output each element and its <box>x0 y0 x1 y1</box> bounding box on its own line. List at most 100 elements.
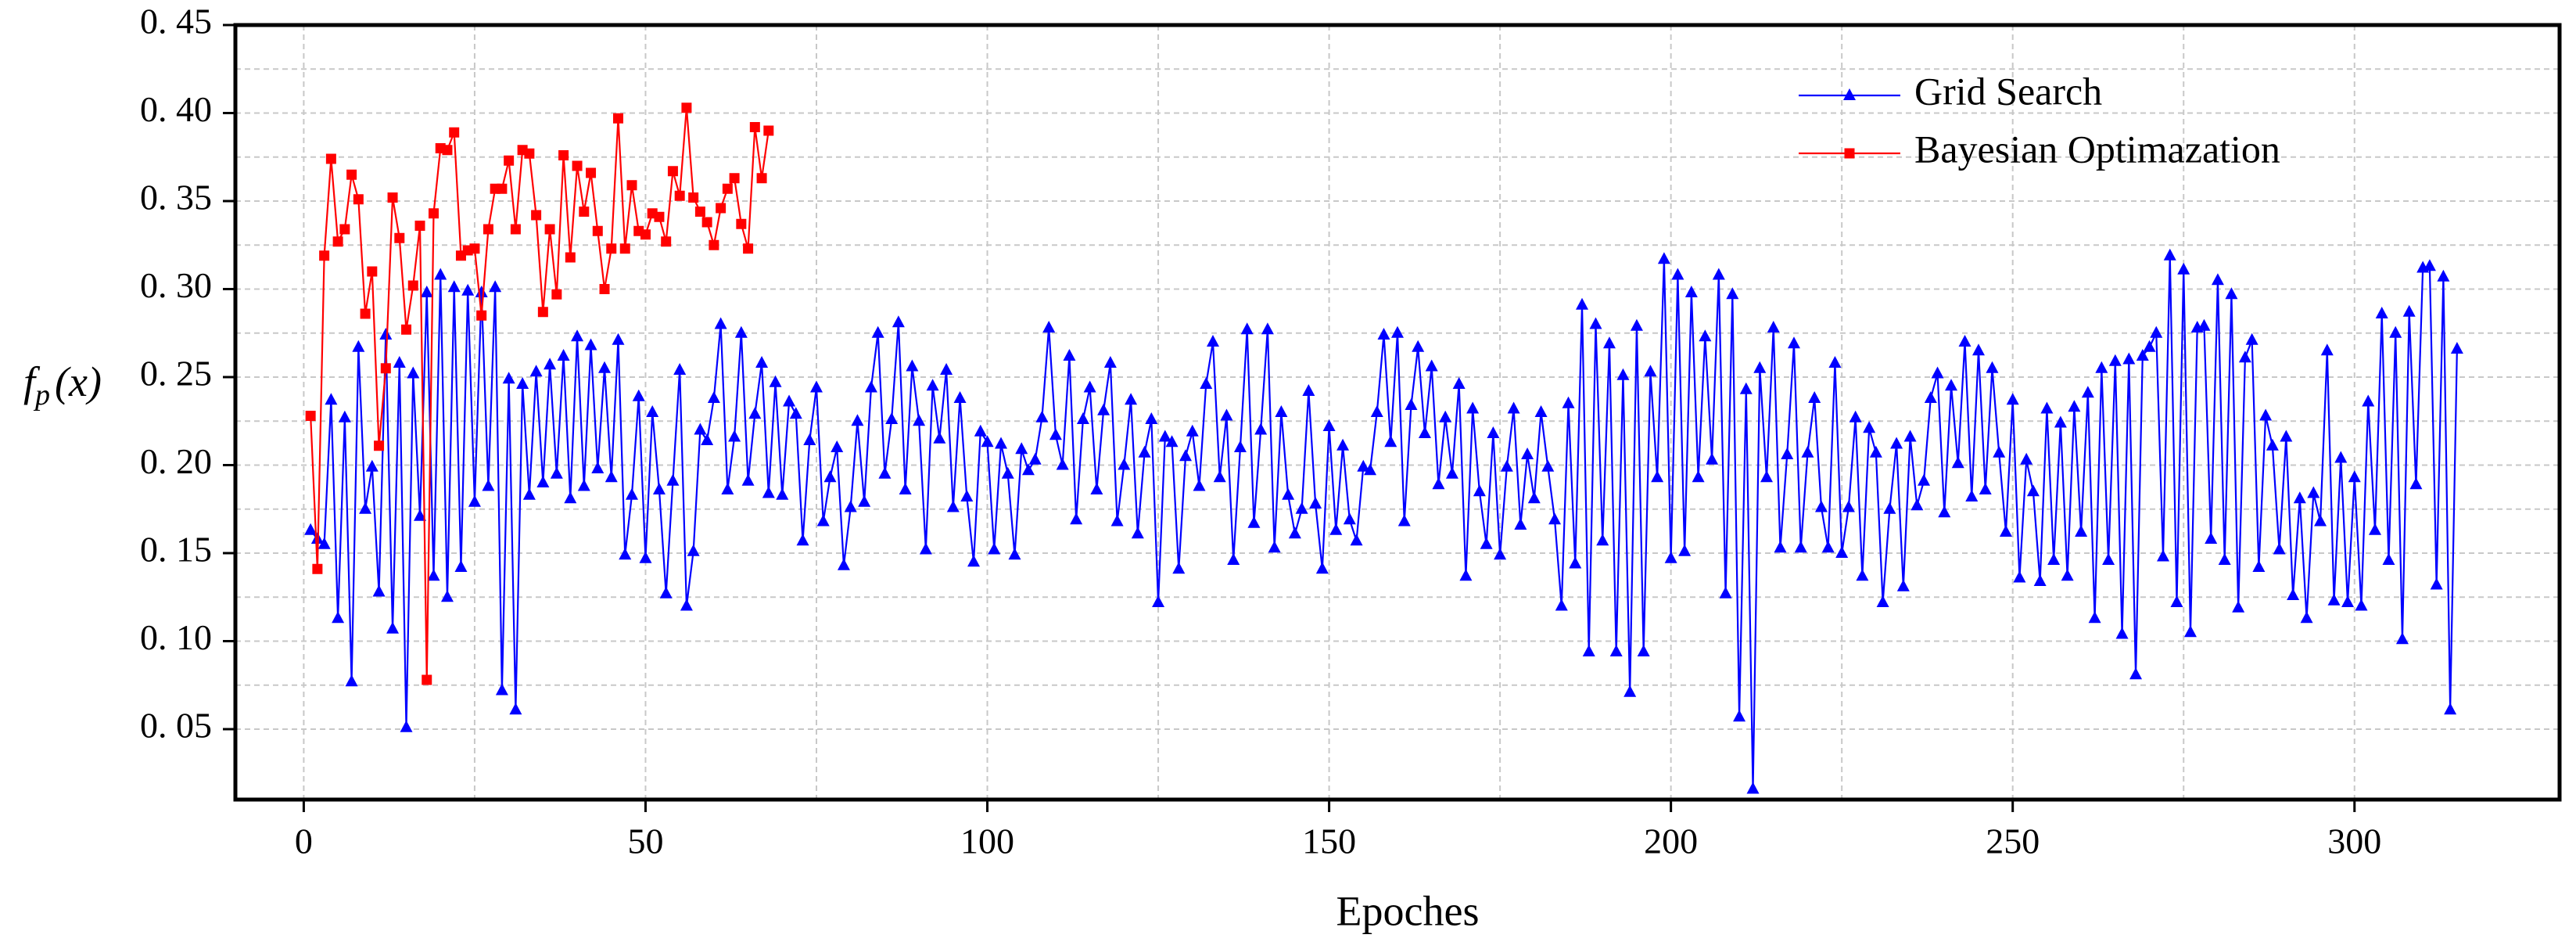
square-marker <box>422 674 432 685</box>
triangle-marker <box>1637 645 1650 656</box>
triangle-marker <box>2061 569 2074 581</box>
triangle-marker <box>1158 430 1171 442</box>
triangle-marker <box>1350 534 1363 546</box>
square-marker <box>442 145 453 156</box>
triangle-marker <box>2183 625 2197 638</box>
y-label-rest: (x) <box>55 358 102 405</box>
triangle-marker <box>1521 448 1534 459</box>
triangle-marker <box>1384 435 1397 448</box>
triangle-marker <box>536 476 550 487</box>
triangle-marker <box>1233 440 1247 452</box>
triangle-marker <box>1657 252 1670 264</box>
triangle-marker <box>1001 466 1014 479</box>
triangle-marker <box>1206 335 1219 347</box>
triangle-marker <box>2444 703 2457 715</box>
square-marker <box>743 243 754 254</box>
triangle-marker <box>864 380 877 393</box>
triangle-marker <box>1145 412 1158 424</box>
square-marker <box>537 307 548 318</box>
triangle-marker <box>1616 368 1630 380</box>
y-tick-label: 0. 10 <box>140 617 212 657</box>
triangle-marker <box>1186 424 1199 437</box>
triangle-marker <box>564 491 577 504</box>
square-marker <box>476 310 487 321</box>
triangle-marker <box>1931 366 1944 379</box>
square-marker <box>565 252 576 263</box>
triangle-marker <box>1903 430 1917 442</box>
triangle-marker <box>1035 410 1049 422</box>
triangle-marker <box>1125 393 1138 405</box>
square-marker <box>722 183 733 194</box>
triangle-marker <box>372 584 386 597</box>
triangle-marker <box>1309 497 1322 509</box>
triangle-marker <box>2122 352 2136 365</box>
triangle-marker <box>1706 452 1719 465</box>
triangle-marker <box>1938 505 1951 518</box>
triangle-marker <box>325 393 338 405</box>
square-marker <box>701 217 712 228</box>
triangle-marker <box>680 599 693 611</box>
triangle-marker <box>338 410 351 422</box>
square-marker <box>312 563 323 574</box>
triangle-marker <box>2307 486 2320 498</box>
triangle-marker <box>851 414 864 426</box>
triangle-marker <box>2423 259 2436 271</box>
triangle-marker <box>393 356 406 368</box>
triangle-marker <box>1021 463 1035 476</box>
triangle-marker <box>1555 599 1568 611</box>
square-marker <box>1844 148 1855 159</box>
triangle-marker <box>1213 470 1226 483</box>
triangle-marker <box>1801 445 1814 458</box>
square-marker <box>346 169 357 180</box>
square-marker <box>661 236 672 247</box>
triangle-marker <box>434 268 447 280</box>
y-label-sub: p <box>33 379 50 412</box>
square-marker <box>510 224 521 235</box>
triangle-marker <box>332 611 345 624</box>
triangle-marker <box>2197 318 2211 331</box>
triangle-marker <box>1582 645 1595 656</box>
triangle-marker <box>379 328 393 340</box>
square-marker <box>551 289 562 300</box>
triangle-marker <box>823 470 837 483</box>
triangle-marker <box>1760 470 1774 483</box>
triangle-marker <box>1794 541 1807 553</box>
triangle-marker <box>707 391 720 403</box>
triangle-marker <box>762 486 775 498</box>
triangle-marker <box>1876 595 1889 607</box>
triangle-marker <box>1602 336 1616 349</box>
triangle-marker <box>1364 463 1377 476</box>
x-tick-label: 0 <box>295 821 313 861</box>
triangle-marker <box>926 379 939 391</box>
square-marker <box>428 208 439 219</box>
square-marker <box>325 153 336 164</box>
triangle-marker <box>1090 483 1103 494</box>
triangle-marker <box>1671 268 1684 280</box>
triangle-marker <box>2102 553 2115 565</box>
triangle-marker <box>1494 548 1507 560</box>
triangle-marker <box>447 280 461 293</box>
triangle-marker <box>1562 396 1575 408</box>
triangle-marker <box>1466 401 1480 414</box>
triangle-marker <box>1514 518 1527 530</box>
triangle-marker <box>1548 512 1562 525</box>
triangle-marker <box>2300 611 2313 624</box>
triangle-marker <box>1692 470 1705 483</box>
triangle-marker <box>2232 600 2245 613</box>
triangle-marker <box>1179 449 1193 462</box>
triangle-marker <box>1828 356 1842 368</box>
triangle-marker <box>1377 328 1390 340</box>
x-tick-label: 200 <box>1644 821 1698 861</box>
triangle-marker <box>816 514 830 527</box>
square-marker <box>339 224 350 235</box>
triangle-marker <box>407 366 420 379</box>
triangle-marker <box>2382 553 2395 565</box>
legend-label: Grid Search <box>1914 69 2102 113</box>
triangle-marker <box>468 494 481 507</box>
y-tick-label: 0. 30 <box>140 265 212 305</box>
triangle-marker <box>359 501 372 514</box>
triangle-marker <box>1630 318 1643 331</box>
triangle-marker <box>2170 595 2183 607</box>
triangle-marker <box>495 683 508 696</box>
